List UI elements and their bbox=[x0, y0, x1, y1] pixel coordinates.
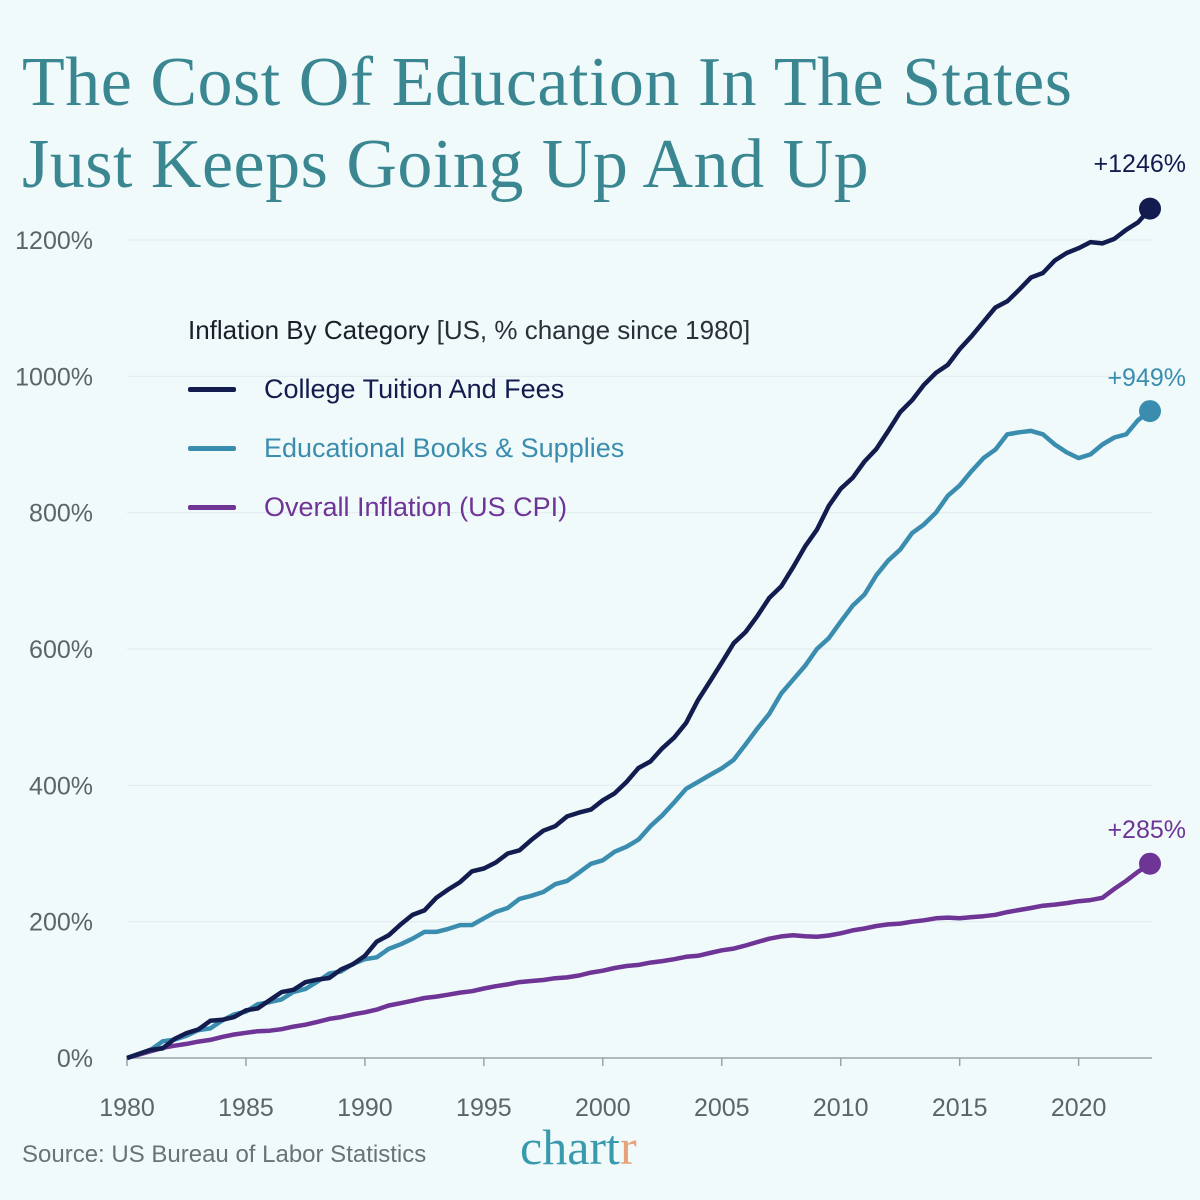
x-tick-label: 2005 bbox=[694, 1094, 750, 1122]
end-value-label: +949% bbox=[1107, 364, 1186, 392]
end-point-marker bbox=[1139, 400, 1161, 423]
legend-subtitle: [US, % change since 1980] bbox=[436, 315, 751, 345]
y-tick-label: 1200% bbox=[15, 227, 93, 255]
legend-title: Inflation By Category [US, % change sinc… bbox=[188, 315, 750, 346]
end-point-marker bbox=[1139, 852, 1161, 875]
x-tick-label: 2010 bbox=[813, 1094, 869, 1122]
x-tick-label: 1990 bbox=[337, 1094, 393, 1122]
x-tick-label: 1980 bbox=[99, 1094, 155, 1122]
legend-label: Overall Inflation bbox=[264, 492, 452, 522]
end-value-label: +285% bbox=[1107, 816, 1186, 844]
legend-swatch-tuition bbox=[188, 387, 236, 392]
series-line bbox=[126, 207, 1152, 1061]
legend-label: Educational Books & Supplies bbox=[264, 433, 625, 463]
source-note: Source: US Bureau of Labor Statistics bbox=[22, 1141, 427, 1168]
y-tick-label: 1000% bbox=[15, 363, 93, 391]
legend-item-books: Educational Books & Supplies bbox=[188, 433, 750, 464]
x-tick-label: 2000 bbox=[575, 1094, 631, 1122]
legend-label-suffix: (US CPI) bbox=[451, 492, 568, 522]
x-tick-label: 2015 bbox=[932, 1094, 988, 1122]
legend-swatch-cpi bbox=[188, 505, 236, 510]
legend-title-text: Inflation By Category bbox=[188, 315, 430, 345]
chartr-logo: chartr bbox=[520, 1118, 637, 1176]
legend-item-tuition: College Tuition And Fees bbox=[188, 374, 750, 405]
end-point-marker bbox=[1139, 197, 1161, 220]
y-tick-label: 400% bbox=[29, 772, 93, 800]
title-line-2: Just Keeps Going Up And Up bbox=[22, 126, 870, 203]
legend-label: College Tuition And Fees bbox=[264, 374, 565, 404]
y-tick-label: 0% bbox=[57, 1045, 93, 1073]
chart-title: The Cost Of Education In The States Just… bbox=[22, 42, 1072, 206]
x-tick-label: 2020 bbox=[1051, 1094, 1107, 1122]
logo-text: chart bbox=[520, 1119, 620, 1175]
y-tick-label: 200% bbox=[29, 909, 93, 937]
legend-swatch-books bbox=[188, 446, 236, 451]
series-line bbox=[126, 409, 1152, 1061]
end-value-label: +1246% bbox=[1094, 150, 1186, 178]
x-tick-label: 1995 bbox=[456, 1094, 512, 1122]
x-tick-label: 1985 bbox=[218, 1094, 274, 1122]
y-tick-label: 800% bbox=[29, 500, 93, 528]
title-line-1: The Cost Of Education In The States bbox=[22, 44, 1073, 121]
logo-accent: r bbox=[619, 1119, 637, 1175]
legend-item-cpi: Overall Inflation (US CPI) bbox=[188, 492, 750, 523]
series-line bbox=[126, 861, 1152, 1061]
y-tick-label: 600% bbox=[29, 636, 93, 664]
legend: Inflation By Category [US, % change sinc… bbox=[188, 315, 750, 523]
